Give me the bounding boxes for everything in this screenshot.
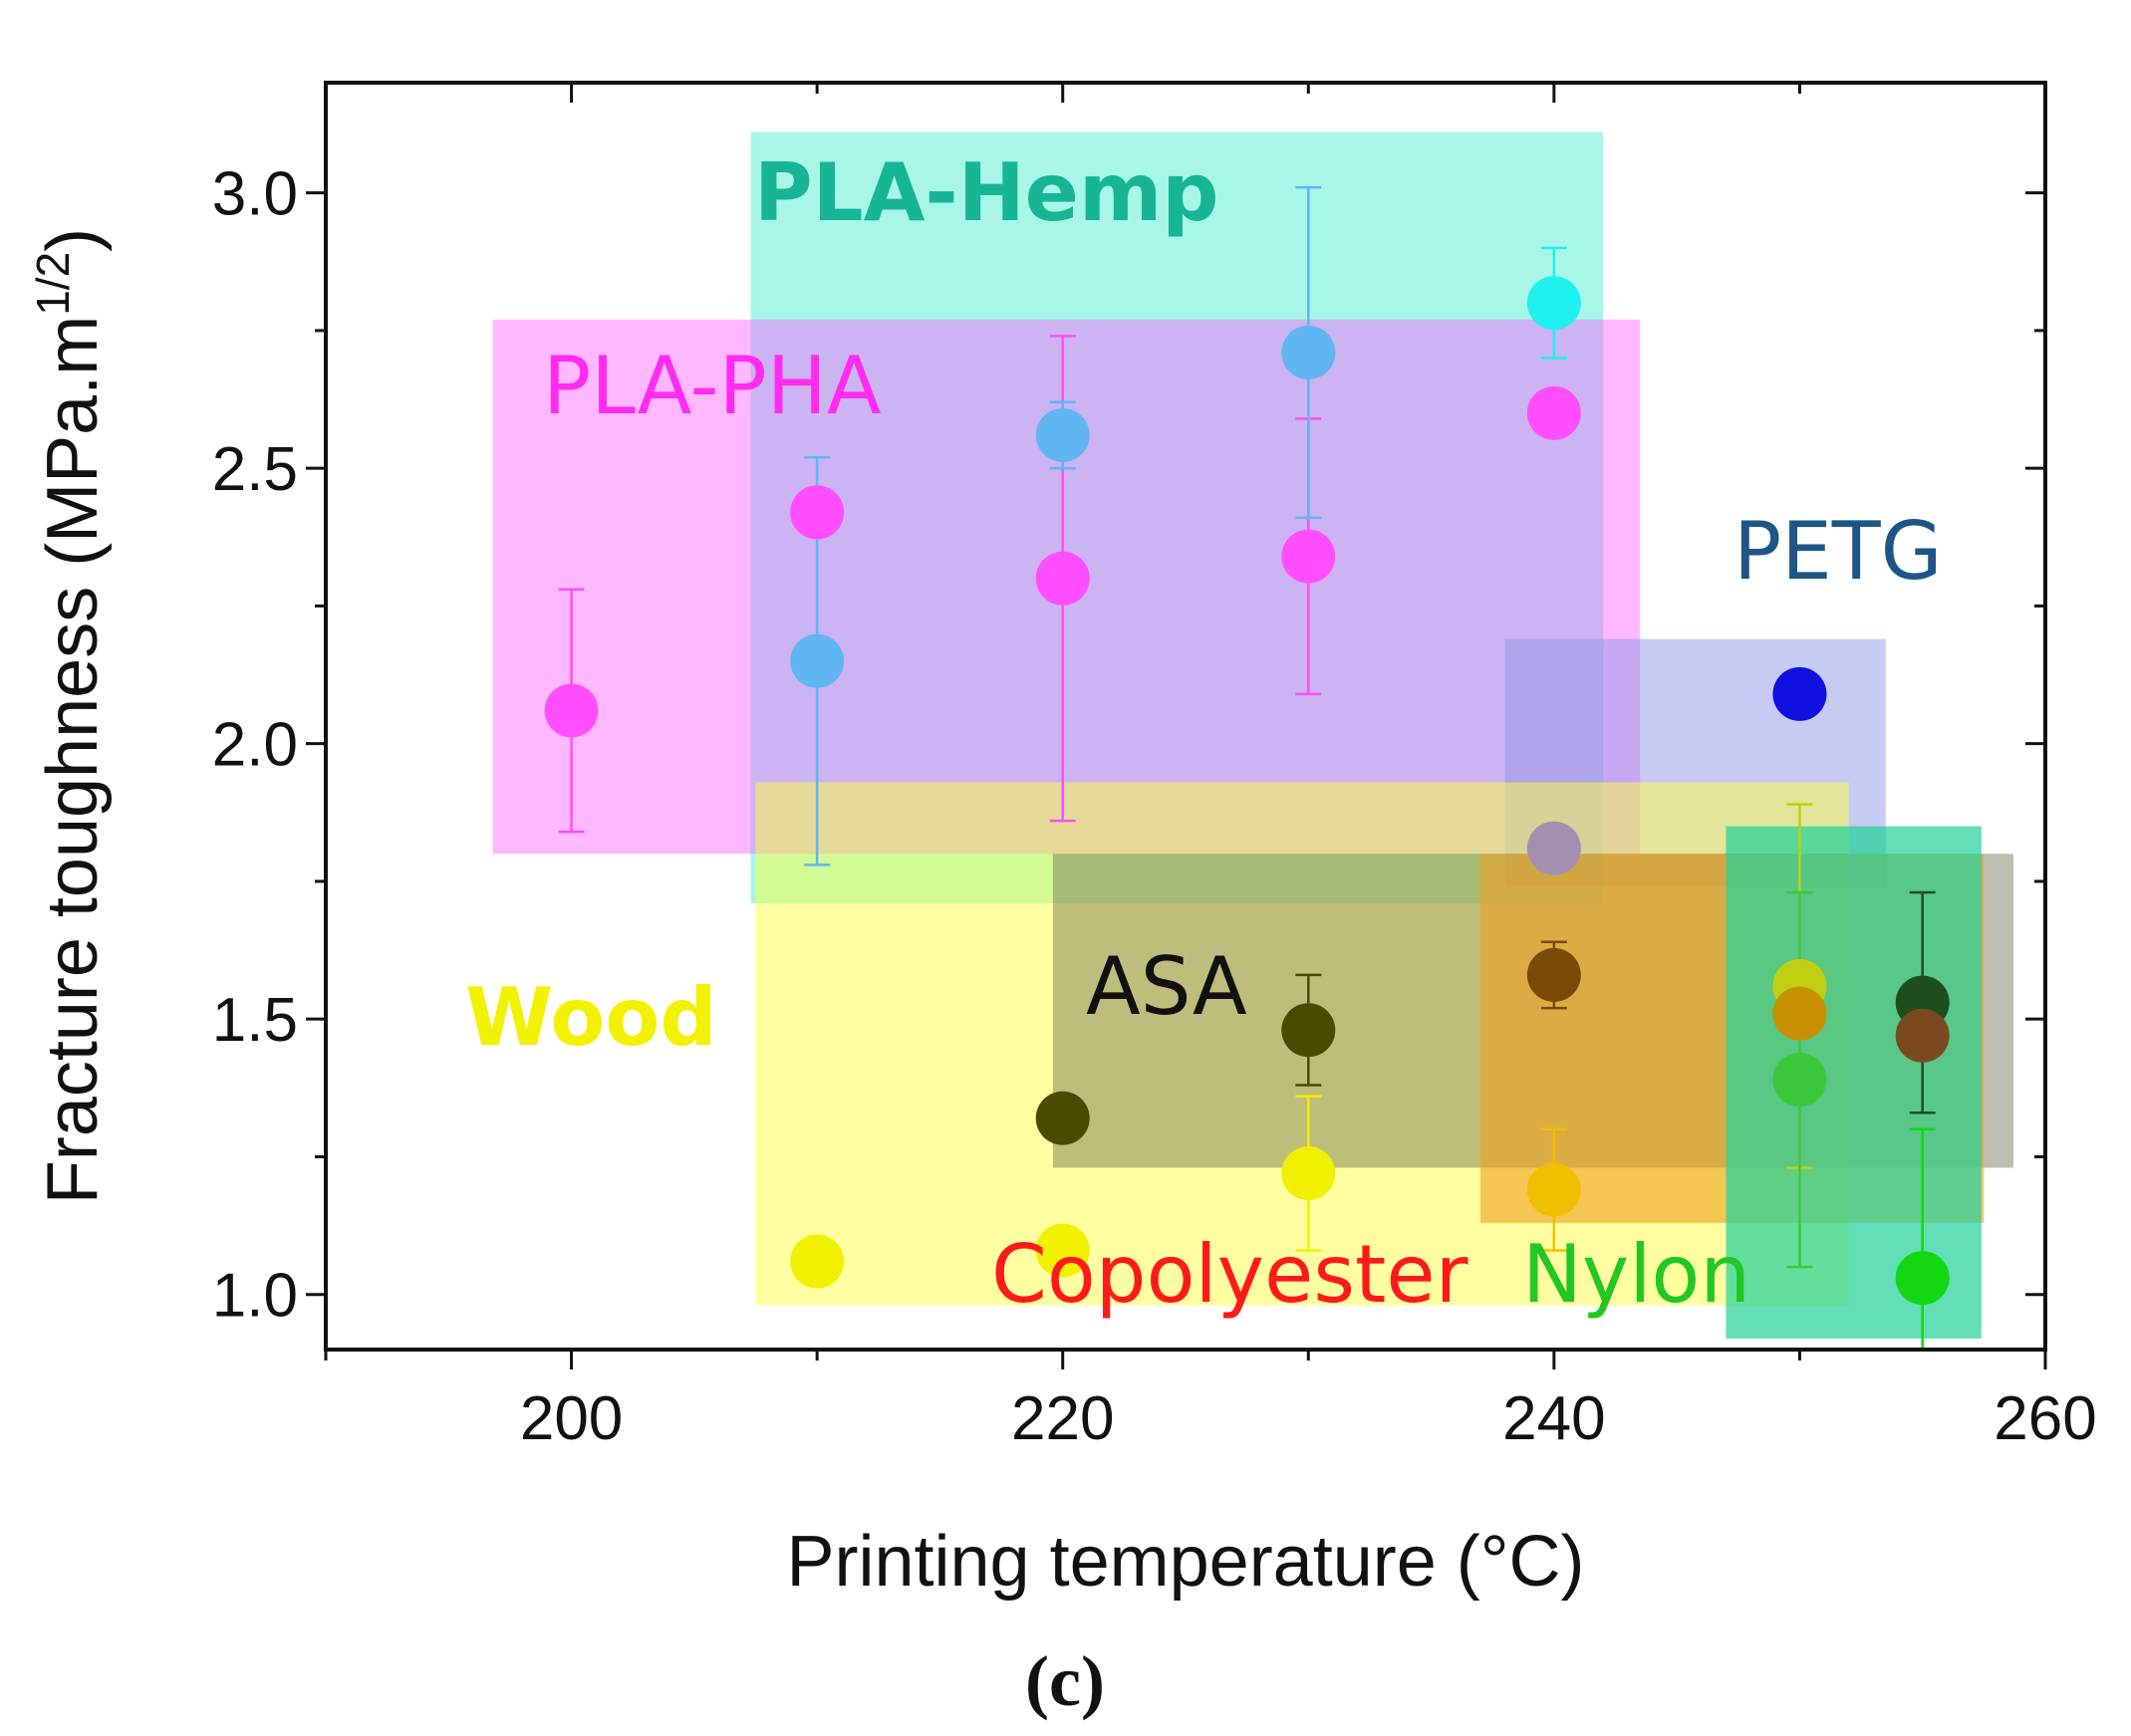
- point-pla-hemp: [1526, 276, 1581, 331]
- plot-frame: [324, 81, 2047, 1352]
- region-label-asa: ASA: [1086, 940, 1247, 1033]
- axis-ticks: 200 220 240 260 1.0 1.5 2.0 2.5 3.0: [212, 83, 2097, 1453]
- point-pla-pha: [544, 683, 599, 738]
- x-tick-label: 220: [1011, 1384, 1114, 1453]
- point-wood: [1526, 1162, 1581, 1217]
- region-label-copolyester: Copolyester: [991, 1228, 1468, 1321]
- point-nylon: [1772, 986, 1827, 1041]
- region-label-wood: Wood: [465, 971, 717, 1064]
- point-asa: [1281, 1003, 1336, 1058]
- y-axis-title: Fracture toughness (MPa.m1/2): [27, 228, 113, 1204]
- point-asa: [1526, 947, 1581, 1002]
- point-nylon: [1895, 1251, 1950, 1306]
- point-petg: [1526, 821, 1581, 875]
- y-tick-label: 1.5: [212, 986, 298, 1055]
- region-labels: PLA-Hemp PLA-PHA PETG Wood ASA Copolyester Nyl…: [465, 146, 1943, 1321]
- region-pla-hemp: [750, 131, 1604, 904]
- point-pla-hemp: [1281, 325, 1336, 379]
- y-tick-label: 1.0: [212, 1262, 298, 1331]
- x-tick-label: 240: [1502, 1384, 1605, 1453]
- point-pla-hemp: [790, 633, 845, 688]
- point-asa: [1035, 1091, 1090, 1145]
- panel-label: (c): [1025, 1641, 1105, 1721]
- x-tick-label: 200: [520, 1384, 623, 1453]
- point-wood: [1035, 1223, 1090, 1278]
- point-wood: [1281, 1146, 1336, 1201]
- region-boxes: [492, 131, 2013, 1339]
- region-label-petg: PETG: [1733, 505, 1943, 598]
- y-axis-title-close: ): [33, 228, 113, 252]
- y-axis-title-superscript: 1/2: [27, 252, 79, 316]
- point-wood: [790, 1234, 845, 1289]
- region-nylon: [1726, 826, 1982, 1339]
- region-label-nylon: Nylon: [1522, 1228, 1750, 1321]
- y-tick-label: 3.0: [212, 160, 298, 229]
- point-pla-hemp: [1035, 407, 1090, 462]
- x-axis-title: Printing temperature (°C): [786, 1522, 1584, 1602]
- region-label-pla-pha: PLA-PHA: [543, 340, 882, 432]
- point-nylon: [1772, 1053, 1827, 1108]
- region-label-pla-hemp: PLA-Hemp: [754, 146, 1219, 239]
- data-points: [544, 276, 1950, 1306]
- point-pla-pha: [790, 485, 845, 540]
- y-tick-label: 2.5: [212, 435, 298, 504]
- y-axis-title-main: Fracture toughness (MPa.m: [33, 316, 113, 1204]
- point-asa: [1895, 1008, 1950, 1063]
- point-pla-pha: [1035, 551, 1090, 606]
- point-petg: [1772, 666, 1827, 721]
- point-pla-pha: [1526, 385, 1581, 440]
- y-tick-label: 2.0: [212, 711, 298, 780]
- x-tick-label: 260: [1994, 1384, 2096, 1453]
- point-pla-pha: [1281, 529, 1336, 584]
